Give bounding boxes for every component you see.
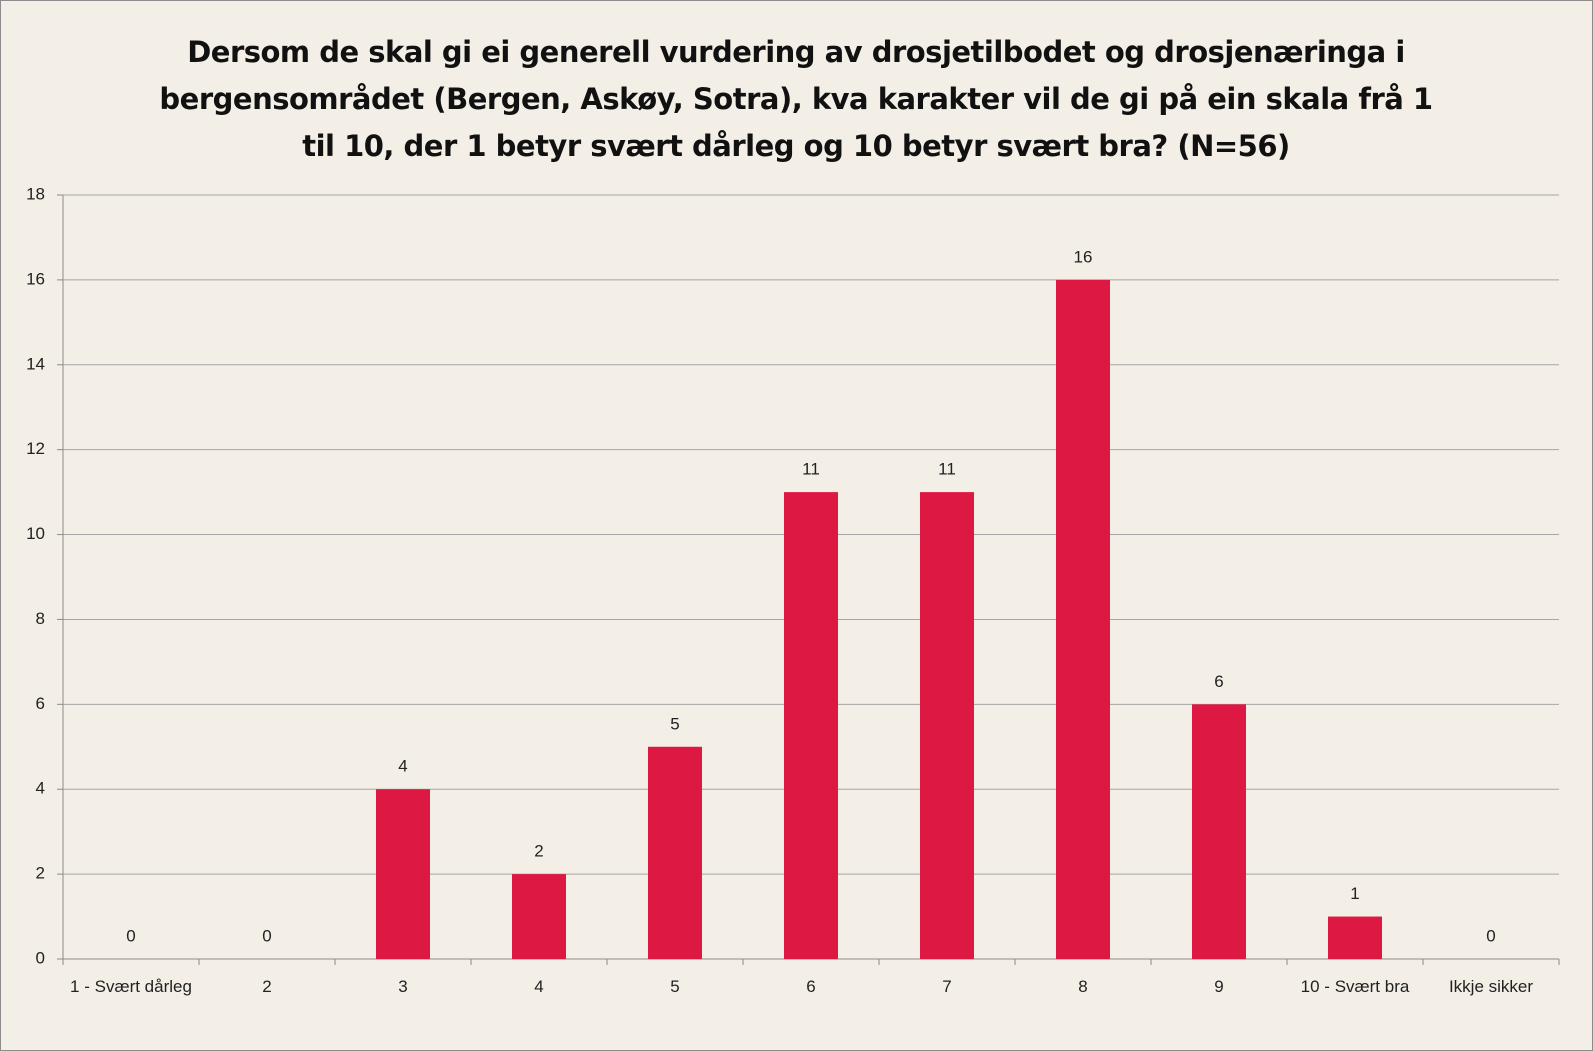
chart-title: Dersom de skal gi ei generell vurdering … xyxy=(159,35,1433,163)
data-label: 0 xyxy=(126,926,135,945)
data-label: 5 xyxy=(670,714,679,733)
x-tick-label: 3 xyxy=(398,977,408,996)
data-label: 0 xyxy=(262,926,271,945)
bar xyxy=(920,492,974,959)
bar xyxy=(1328,916,1382,959)
bar xyxy=(1192,704,1246,959)
x-tick-label: 10 - Svært bra xyxy=(1300,977,1410,996)
x-tick-label: 9 xyxy=(1214,977,1224,996)
y-tick-label: 16 xyxy=(26,269,45,288)
data-label: 0 xyxy=(1486,926,1495,945)
x-tick-label: 4 xyxy=(534,977,544,996)
x-tick-label: 8 xyxy=(1078,977,1088,996)
x-tick-label: 5 xyxy=(670,977,680,996)
y-tick-label: 4 xyxy=(36,779,45,798)
bar xyxy=(512,874,566,959)
bar xyxy=(648,746,702,959)
x-tick-label: 2 xyxy=(262,977,272,996)
x-tick-label: Ikkje sikker xyxy=(1448,977,1534,996)
data-label: 2 xyxy=(534,842,543,861)
data-label: 11 xyxy=(802,460,820,479)
data-label: 1 xyxy=(1350,884,1359,903)
data-label: 11 xyxy=(938,460,956,479)
bar xyxy=(784,492,838,959)
y-tick-label: 6 xyxy=(36,694,45,713)
y-tick-label: 0 xyxy=(36,948,45,967)
y-tick-label: 10 xyxy=(26,524,45,543)
y-tick-label: 2 xyxy=(36,864,45,883)
data-label: 4 xyxy=(398,757,407,776)
x-tick-label: 6 xyxy=(806,977,816,996)
x-tick-label: 1 - Svært dårleg xyxy=(70,977,192,996)
x-tick-label: 7 xyxy=(942,977,952,996)
data-label: 6 xyxy=(1214,672,1223,691)
bar xyxy=(376,789,430,959)
y-tick-label: 12 xyxy=(26,439,45,458)
y-tick-label: 18 xyxy=(26,184,45,203)
y-tick-label: 14 xyxy=(26,354,45,373)
y-tick-label: 8 xyxy=(36,609,45,628)
bar xyxy=(1056,279,1110,959)
data-label: 16 xyxy=(1074,247,1093,266)
